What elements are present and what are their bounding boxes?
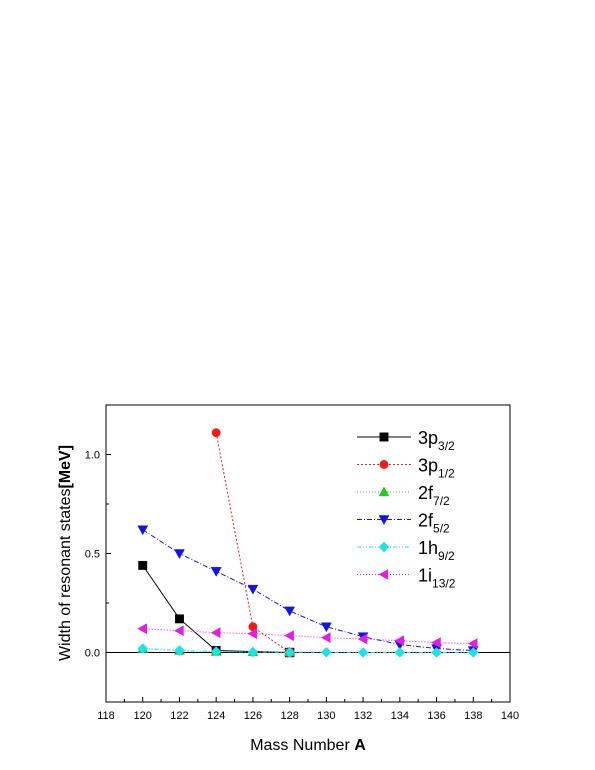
legend-marker	[378, 541, 390, 553]
data-point	[394, 635, 405, 647]
data-point	[211, 428, 221, 438]
x-tick-label: 140	[501, 710, 519, 722]
legend-item: 1i13/2	[357, 566, 456, 591]
data-point	[247, 628, 258, 640]
legend-label: 3p3/2	[418, 428, 455, 453]
legend-marker	[378, 515, 390, 526]
x-tick-label: 124	[207, 710, 225, 722]
x-tick-label: 132	[354, 710, 372, 722]
data-point	[431, 637, 441, 649]
series-1h-9-2	[137, 643, 479, 658]
x-tick-label: 126	[244, 710, 262, 722]
legend-label-main: 1h	[418, 538, 438, 558]
data-point	[357, 647, 369, 658]
x-tick-label: 122	[170, 710, 188, 722]
data-point	[210, 627, 221, 639]
legend-label-main: 2f	[418, 483, 434, 503]
legend-item: 3p3/2	[357, 428, 455, 453]
data-point	[394, 647, 406, 658]
series-line	[142, 628, 474, 645]
legend-label-main: 3p	[418, 456, 438, 476]
data-point	[431, 647, 442, 658]
data-point	[174, 549, 185, 560]
legend-item: 2f7/2	[357, 483, 450, 508]
legend-marker	[379, 460, 389, 469]
x-tick-label: 128	[280, 710, 298, 722]
legend-label-main: 1i	[418, 566, 432, 586]
legend-label-sub: 13/2	[432, 577, 456, 591]
series-line	[142, 529, 474, 652]
data-point	[210, 567, 222, 577]
data-point	[247, 646, 259, 658]
legend-label-main: 3p	[418, 428, 438, 448]
data-point	[138, 560, 148, 570]
x-tick-label: 118	[97, 710, 115, 722]
y-tick-label: 1.0	[85, 450, 100, 462]
data-point	[284, 630, 294, 642]
legend-item: 2f5/2	[357, 511, 450, 536]
data-point	[467, 638, 478, 650]
x-axis-title: Mass Number A	[250, 737, 366, 754]
data-point	[210, 646, 222, 657]
series-3p-1-2	[211, 428, 295, 658]
plot-series	[137, 428, 479, 658]
data-point	[137, 643, 149, 654]
legend-label-sub: 3/2	[438, 439, 455, 453]
y-axis-title: Width of resonant states[MeV]	[57, 445, 74, 661]
data-point	[174, 645, 185, 656]
y-axis-title-text: Width of resonant states	[57, 489, 74, 662]
legend-label: 1i13/2	[418, 566, 456, 591]
data-point	[320, 622, 332, 633]
x-tick-label: 134	[391, 710, 409, 722]
series-1i-13-2	[137, 623, 478, 650]
legend-label-sub: 1/2	[438, 467, 455, 481]
legend-item: 3p1/2	[357, 456, 455, 481]
legend-label-sub: 7/2	[433, 494, 450, 508]
legend-label-main: 2f	[418, 511, 434, 531]
series-line	[215, 432, 290, 653]
y-tick-label: 0.5	[85, 549, 100, 561]
data-point	[321, 646, 332, 658]
data-point	[173, 625, 184, 637]
data-point	[284, 606, 296, 617]
legend-label-sub: 9/2	[438, 549, 455, 563]
legend-marker	[378, 569, 389, 580]
data-point	[137, 623, 147, 635]
data-point	[175, 614, 184, 624]
data-point	[320, 632, 331, 644]
legend-marker	[378, 486, 390, 497]
series-line	[142, 648, 474, 653]
data-point	[357, 633, 368, 645]
x-axis-title-bold: A	[354, 737, 366, 754]
x-tick-label: 138	[464, 710, 482, 722]
data-point	[137, 525, 149, 536]
legend-label: 3p1/2	[418, 456, 455, 481]
y-axis-title-bold: [MeV]	[57, 445, 74, 489]
legend-label: 2f5/2	[418, 511, 450, 536]
data-point	[467, 647, 479, 658]
legend-marker	[379, 432, 389, 442]
y-tick-label: 0.0	[85, 648, 100, 660]
legend-label: 1h9/2	[418, 538, 455, 563]
series-line	[142, 565, 290, 653]
legend-label: 2f7/2	[418, 483, 450, 508]
axis-ticks: 118 120 122 124 126 128 130 132 134 136 138 140 0.0 0…	[85, 404, 519, 722]
data-point	[284, 646, 295, 658]
data-point	[247, 584, 259, 595]
legend-item: 1h9/2	[357, 538, 455, 563]
x-tick-label: 136	[427, 710, 445, 722]
legend-label-sub: 5/2	[433, 522, 450, 536]
x-tick-label: 120	[134, 710, 152, 722]
x-axis-title-text: Mass Number	[250, 737, 354, 754]
x-tick-label: 130	[317, 710, 335, 722]
